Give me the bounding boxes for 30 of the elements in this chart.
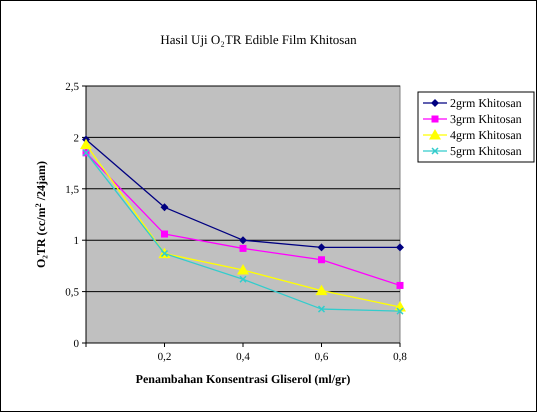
point <box>318 256 325 264</box>
y-tick-label: 1 <box>74 235 79 248</box>
point <box>396 307 404 315</box>
x-axis-title: Penambahan Konsentrasi Gliserol (ml/gr) <box>136 372 350 386</box>
x-tick-label: 0,4 <box>236 351 250 363</box>
point <box>396 282 404 289</box>
x-tick-label: 0,2 <box>158 351 172 363</box>
point <box>396 243 404 252</box>
legend-label: 4grm Khitosan <box>450 128 522 142</box>
point <box>160 203 168 212</box>
chart-title: Hasil Uji O₂TR Edible Film Khitosan <box>160 32 358 47</box>
point <box>240 244 246 252</box>
point <box>318 305 326 313</box>
x-tick-label: 0,8 <box>393 351 408 363</box>
point <box>318 243 326 252</box>
point <box>237 264 249 275</box>
point <box>161 230 168 238</box>
legend-label: 5grm Khitosan <box>450 144 522 158</box>
x-tick-label: 0,6 <box>314 351 329 363</box>
y-tick-label: 2,5 <box>65 81 80 93</box>
legend-label: 3grm Khitosan <box>450 112 522 126</box>
legend-label: 2grm Khitosan <box>450 96 522 110</box>
point <box>239 276 247 284</box>
y-tick-label: 1,5 <box>65 184 80 196</box>
point <box>316 284 328 296</box>
point <box>80 138 92 150</box>
y-tick-label: 2 <box>74 132 79 144</box>
y-tick-label: 0 <box>74 338 80 350</box>
y-tick-label: 0,5 <box>65 286 80 299</box>
point <box>239 236 247 244</box>
